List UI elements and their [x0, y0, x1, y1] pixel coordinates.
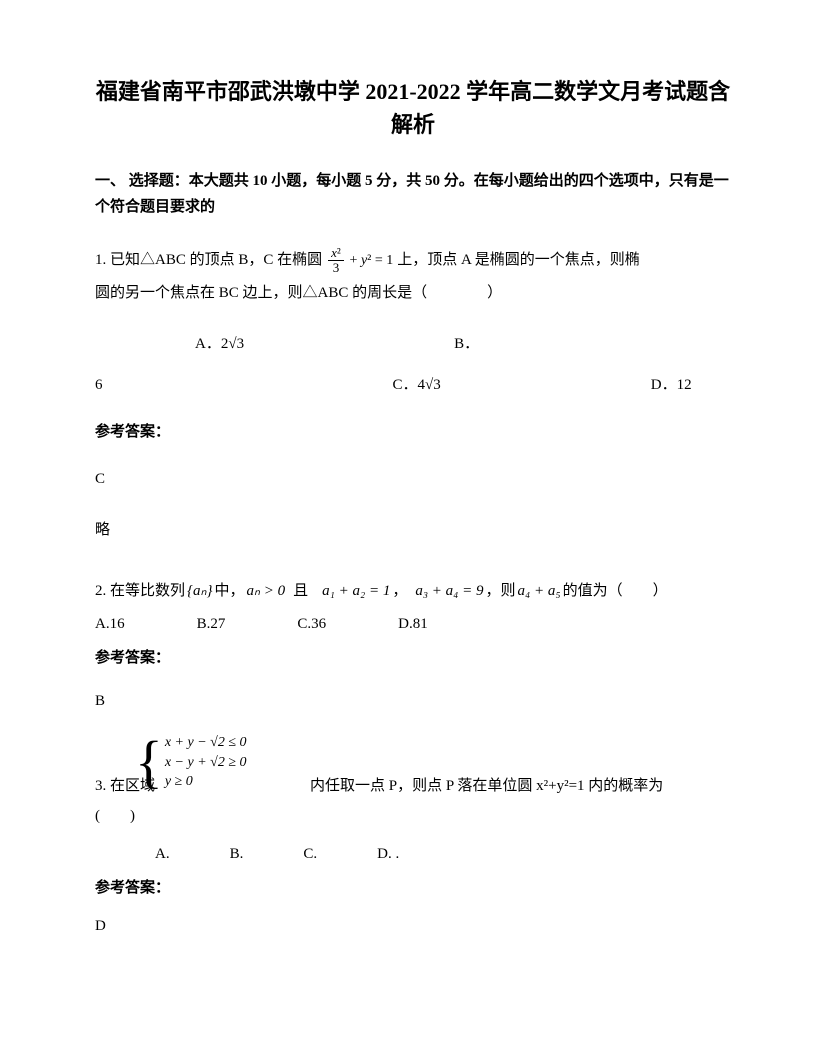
q1-option-c: C．4√3: [393, 369, 441, 402]
q1-suffix: 上，顶点 A 是椭圆的一个焦点，则椭: [397, 244, 640, 277]
page-title: 福建省南平市邵武洪墩中学 2021-2022 学年高二数学文月考试题含解析: [95, 75, 731, 141]
q2-mid3: ，则: [486, 577, 516, 606]
q3-sys2: x − y + √2 ≥ 0: [165, 753, 247, 773]
q3-answer: D: [95, 914, 731, 938]
q2-option-b: B.27: [197, 610, 226, 639]
q2-mid1: 中，: [215, 577, 245, 606]
q2-option-d: D.81: [398, 610, 428, 639]
q3-sys3: y ≥ 0: [165, 772, 247, 792]
q3-mid: 内任取一点 P，则点 P 落在单位圆 x²+y²=1 内的概率为: [310, 774, 663, 798]
q1-answer-label: 参考答案：: [95, 416, 731, 449]
question-2: 2. 在等比数列 {aₙ} 中， aₙ > 0 且 a₁ + a₂ = 1 ， …: [95, 577, 731, 715]
q3-prefix: 3. 在区域: [95, 774, 155, 798]
q1-answer: C: [95, 463, 731, 496]
q2-cond4: a₄ + a₅: [518, 577, 561, 606]
q2-cond1: aₙ > 0: [247, 577, 286, 606]
q1-option-b-val: 6: [95, 369, 103, 402]
section-header: 一、 选择题：本大题共 10 小题，每小题 5 分，共 50 分。在每小题给出的…: [95, 169, 731, 220]
q1-note: 略: [95, 514, 731, 547]
q2-cond3: a₃ + a₄ = 9: [415, 577, 483, 606]
q3-paren: ( ): [95, 804, 731, 828]
q1-formula: x² 3 + y² = 1: [326, 244, 393, 277]
q3-option-d: D. .: [377, 842, 399, 866]
q1-option-a: A．2√3: [195, 328, 244, 361]
q1-options-row2: 6 C．4√3 D．12: [95, 369, 731, 402]
q2-answer: B: [95, 687, 731, 716]
q2-options: A.16 B.27 C.36 D.81: [95, 610, 731, 639]
q3-options: A. B. C. D. .: [155, 842, 731, 866]
q2-option-c: C.36: [297, 610, 326, 639]
q3-sys1: x + y − √2 ≤ 0: [165, 733, 247, 753]
q3-option-c: C.: [303, 842, 317, 866]
q2-seq: {aₙ}: [187, 577, 212, 606]
q1-options-row1: A．2√3 B．: [95, 328, 731, 361]
q3-option-b: B.: [230, 842, 244, 866]
question-1: 1. 已知△ABC 的顶点 B，C 在椭圆 x² 3 + y² = 1 上，顶点…: [95, 244, 731, 547]
q2-prefix: 2. 在等比数列: [95, 577, 185, 606]
q3-option-a: A.: [155, 842, 170, 866]
q1-line2: 圆的另一个焦点在 BC 边上，则△ABC 的周长是（ ）: [95, 277, 731, 310]
q1-option-d: D．12: [651, 369, 692, 402]
q2-option-a: A.16: [95, 610, 125, 639]
q1-prefix: 1. 已知△ABC 的顶点 B，C 在椭圆: [95, 244, 322, 277]
q2-suffix: 的值为（ ）: [563, 577, 668, 606]
q1-option-b: B．: [454, 328, 479, 361]
q3-answer-label: 参考答案：: [95, 876, 731, 900]
question-3: { x + y − √2 ≤ 0 x − y + √2 ≥ 0 y ≥ 0 3.…: [95, 733, 731, 938]
q2-answer-label: 参考答案：: [95, 644, 731, 673]
q2-comma1: ，: [392, 577, 407, 606]
q2-cond2: a₁ + a₂ = 1: [322, 577, 390, 606]
q2-mid2: 且: [293, 577, 308, 606]
